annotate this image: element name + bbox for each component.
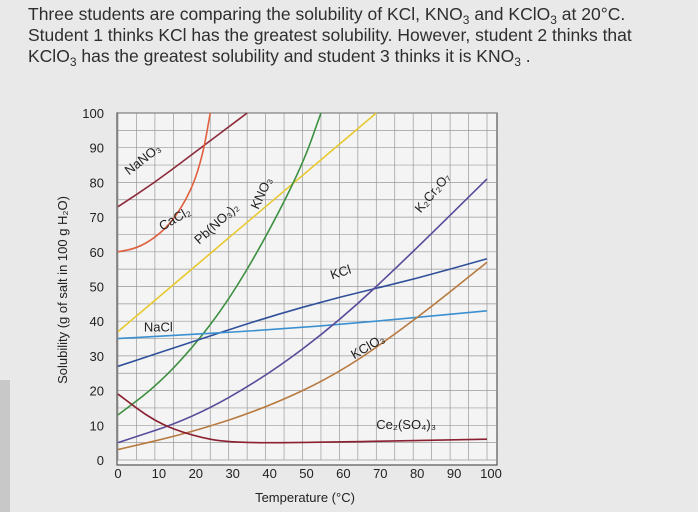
x-tick-label: 60 bbox=[336, 466, 350, 481]
plot-area bbox=[116, 112, 498, 466]
series-label: Ce₂(SO₄)₃ bbox=[376, 417, 436, 432]
x-tick-label: 40 bbox=[262, 466, 276, 481]
y-tick-label: 40 bbox=[90, 314, 104, 329]
question-line-3: KClO3 has the greatest solubility and st… bbox=[28, 46, 531, 69]
series-line bbox=[117, 112, 322, 416]
x-axis-label: Temperature (°C) bbox=[255, 490, 355, 505]
y-tick-label: 0 bbox=[97, 453, 104, 468]
y-tick-label: 100 bbox=[82, 106, 104, 121]
y-tick-label: 20 bbox=[90, 384, 104, 399]
x-tick-label: 20 bbox=[189, 466, 203, 481]
x-tick-label: 30 bbox=[225, 466, 239, 481]
x-tick-label: 10 bbox=[152, 466, 166, 481]
x-tick-label: 80 bbox=[410, 466, 424, 481]
series-line bbox=[117, 309, 488, 340]
series-label: KCl bbox=[328, 262, 353, 283]
y-tick-label: 30 bbox=[90, 349, 104, 364]
series-line bbox=[117, 393, 488, 444]
series-line bbox=[117, 112, 212, 253]
y-axis-label: Solubility (g of salt in 100 g H₂O) bbox=[55, 196, 70, 384]
y-tick-label: 50 bbox=[90, 280, 104, 295]
series-line bbox=[117, 112, 377, 333]
x-tick-label: 70 bbox=[373, 466, 387, 481]
x-tick-label: 100 bbox=[480, 466, 502, 481]
y-tick-label: 80 bbox=[90, 175, 104, 190]
window-edge bbox=[0, 380, 10, 512]
x-tick-label: 0 bbox=[114, 466, 121, 481]
series-line bbox=[117, 112, 248, 208]
x-tick-label: 50 bbox=[299, 466, 313, 481]
y-tick-label: 60 bbox=[90, 245, 104, 260]
y-tick-label: 70 bbox=[90, 210, 104, 225]
y-tick-label: 10 bbox=[90, 418, 104, 433]
series-label: NaCl bbox=[144, 320, 173, 335]
question-line-2: Student 1 thinks KCl has the greatest so… bbox=[28, 25, 632, 45]
question-line-1: Three students are comparing the solubil… bbox=[28, 4, 626, 27]
y-tick-label: 90 bbox=[90, 141, 104, 156]
series-line bbox=[117, 257, 488, 368]
question-text: Three students are comparing the solubil… bbox=[28, 4, 688, 69]
x-tick-label: 90 bbox=[447, 466, 461, 481]
series-line bbox=[117, 261, 488, 451]
series-line bbox=[117, 178, 488, 444]
